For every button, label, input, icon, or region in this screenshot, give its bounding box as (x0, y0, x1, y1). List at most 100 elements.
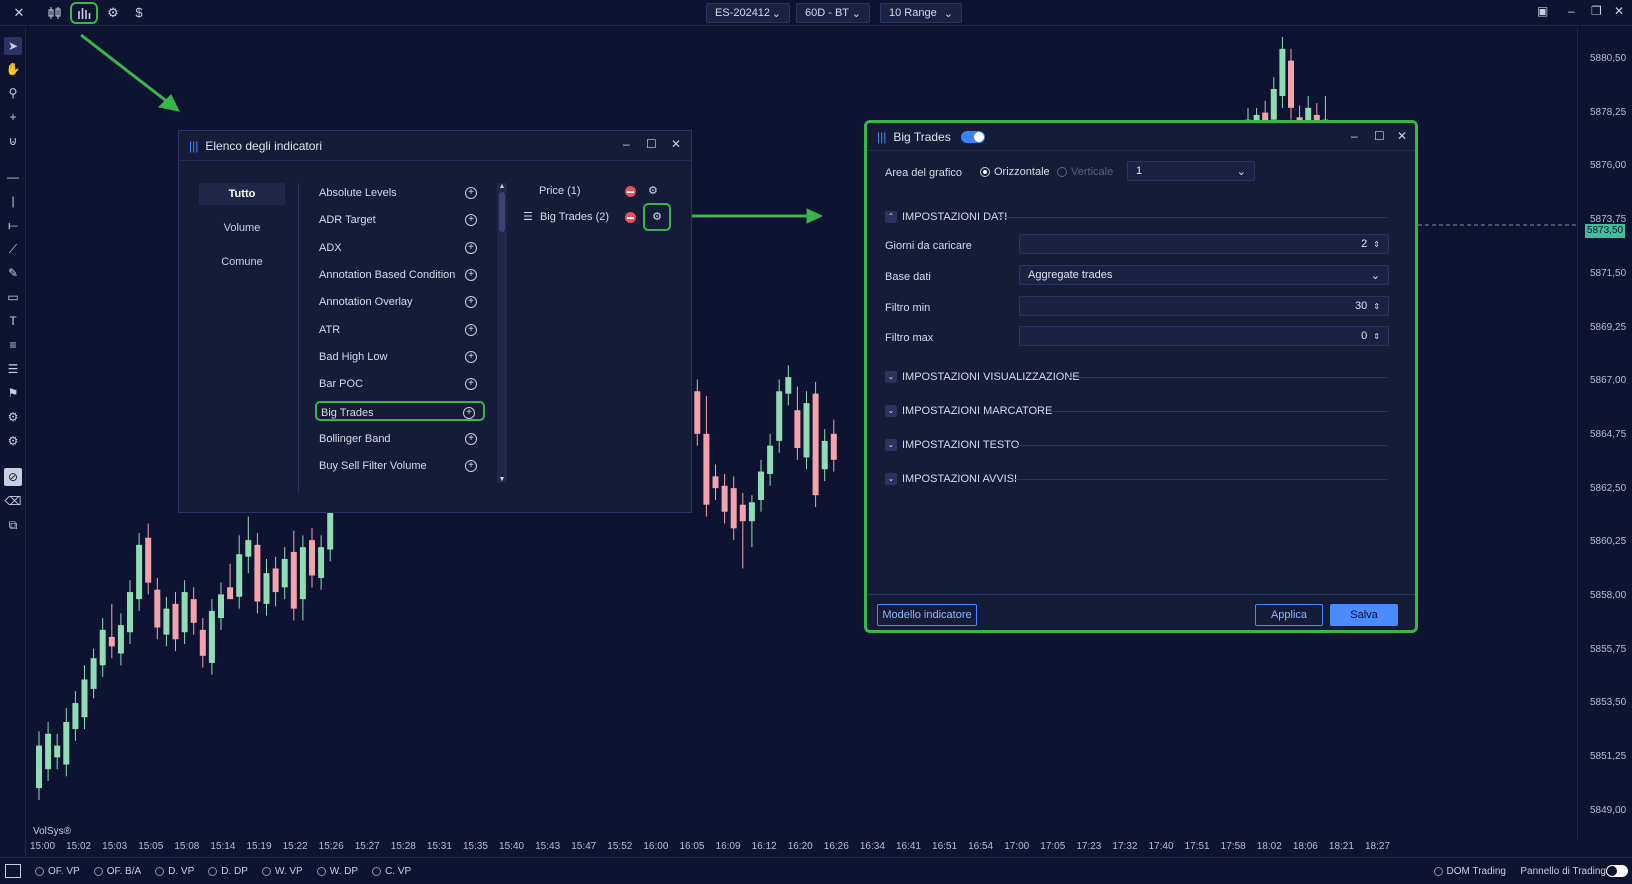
close-window-icon[interactable]: ✕ (1614, 4, 1625, 18)
category-volume[interactable]: Volume (223, 222, 261, 234)
spinner-icon[interactable]: ⇕ (1373, 301, 1380, 311)
horizontal-line-icon[interactable]: — (7, 170, 19, 184)
indicator-item[interactable]: ATR + (315, 320, 485, 340)
trendline-icon[interactable]: ⟋ (8, 241, 18, 256)
section-dati[interactable]: ⌃ IMPOSTAZIONI DATI (885, 209, 1007, 225)
add-icon[interactable]: + (463, 407, 475, 420)
orient-vertical-radio[interactable]: Verticale (1057, 166, 1113, 178)
profile-toggle[interactable]: OF. VP (35, 866, 80, 877)
base-select[interactable]: Aggregate trades ⌄ (1019, 265, 1389, 285)
rectangle-icon[interactable]: ▭ (7, 290, 19, 304)
giorni-stepper[interactable]: 2 ⇕ (1019, 234, 1389, 254)
restore-icon[interactable]: ❐ (1591, 4, 1602, 18)
indicator-item[interactable]: Big Trades + (315, 401, 485, 422)
profile-toggle[interactable]: W. VP (261, 866, 303, 877)
add-icon[interactable]: + (465, 460, 477, 472)
minimize-icon[interactable]: – (1568, 4, 1575, 18)
layers-icon[interactable]: ⧉ (8, 517, 18, 532)
add-icon[interactable]: + (465, 323, 477, 336)
modello-button[interactable]: Modello indicatore (877, 604, 977, 626)
profile-toggle[interactable]: OF. B/A (93, 866, 141, 877)
feed-select[interactable]: 60D - BT ⌄ (796, 3, 870, 23)
eraser-icon[interactable]: ⌫ (4, 494, 22, 508)
scroll-down-icon[interactable]: ▼ (498, 476, 506, 483)
indicator-item[interactable]: Bad High Low + (315, 347, 485, 367)
enable-toggle[interactable] (960, 130, 985, 143)
gear-icon[interactable]: ⚙ (643, 203, 671, 231)
gear-icon[interactable]: ⚙ (648, 185, 658, 197)
candlestick-icon[interactable] (44, 3, 66, 23)
brush-icon[interactable]: ✎ (7, 266, 19, 280)
add-icon[interactable]: + (465, 296, 477, 309)
scrollbar[interactable]: ▲ ▼ (497, 183, 507, 483)
zoom-icon[interactable]: ⚲ (8, 86, 18, 100)
profile-toggle[interactable]: D. DP (208, 866, 248, 877)
remove-icon[interactable] (625, 212, 636, 223)
settings-draw-icon[interactable]: ⚙ (7, 410, 19, 424)
indicator-item[interactable]: Absolute Levels + (315, 183, 485, 203)
section-visualizzazione[interactable]: ⌄ IMPOSTAZIONI VISUALIZZAZIONE (885, 369, 1080, 385)
active-indicator-price[interactable]: Price (1) ⚙ (539, 181, 679, 201)
add-icon[interactable]: + (465, 350, 477, 363)
levels-icon[interactable]: ≡ (9, 338, 17, 352)
range-select[interactable]: 10 Range ⌄ (880, 3, 962, 23)
list-icon[interactable]: ☰ (7, 362, 19, 376)
maximize-icon[interactable]: ☐ (1374, 129, 1385, 143)
remove-icon[interactable] (625, 186, 636, 197)
section-avvisi[interactable]: ⌄ IMPOSTAZIONI AVVISI (885, 471, 1017, 487)
spinner-icon[interactable]: ⇕ (1373, 331, 1380, 341)
orient-horizontal-radio[interactable]: Orizzontale (980, 166, 1050, 178)
indicator-item[interactable]: Annotation Based Condition + (315, 265, 485, 285)
add-icon[interactable]: + (465, 268, 477, 281)
indicator-item[interactable]: Bollinger Band + (315, 429, 485, 449)
indicators-icon[interactable] (70, 1, 98, 24)
cursor-icon[interactable]: ➤ (4, 37, 22, 55)
scroll-thumb[interactable] (499, 192, 505, 232)
close-icon[interactable]: ✕ (13, 4, 25, 20)
salva-button[interactable]: Salva (1330, 604, 1398, 626)
add-icon[interactable]: + (465, 241, 477, 254)
profile-toggle[interactable]: W. DP (316, 866, 358, 877)
add-icon[interactable]: + (465, 214, 477, 227)
vertical-line-icon[interactable]: | (11, 194, 15, 208)
close-icon[interactable]: ✕ (1397, 129, 1408, 143)
profile-toggle[interactable]: C. VP (372, 866, 411, 877)
applica-button[interactable]: Applica (1255, 604, 1323, 626)
indicator-item[interactable]: Buy Sell Filter Volume + (315, 456, 485, 476)
category-tutto[interactable]: Tutto (199, 183, 285, 205)
indicator-item[interactable]: Bar POC + (315, 374, 485, 394)
magnet-icon[interactable]: ⊍ (8, 134, 18, 148)
layout-icon[interactable]: ▣ (1537, 4, 1549, 18)
symbol-select[interactable]: ES-202412 ⌄ (706, 3, 790, 23)
scroll-up-icon[interactable]: ▲ (498, 183, 506, 190)
category-comune[interactable]: Comune (221, 256, 263, 268)
add-icon[interactable]: + (465, 378, 477, 391)
close-icon[interactable]: ✕ (671, 137, 682, 151)
area-select[interactable]: 1 ⌄ (1127, 161, 1255, 181)
crosshair-icon[interactable]: + (9, 110, 17, 124)
lock-icon[interactable]: ⊘ (4, 468, 22, 486)
dollar-icon[interactable]: $ (135, 5, 143, 20)
hand-icon[interactable]: ✋ (5, 62, 21, 76)
minimize-icon[interactable]: – (1351, 129, 1358, 143)
fmax-stepper[interactable]: 0 ⇕ (1019, 326, 1389, 346)
add-icon[interactable]: + (465, 432, 477, 445)
dom-trading-toggle[interactable]: DOM Trading (1433, 866, 1506, 877)
flag-icon[interactable]: ⚑ (7, 386, 19, 400)
ray-icon[interactable]: ⟝ (8, 217, 18, 232)
panel-toggle-icon[interactable] (5, 864, 21, 878)
fmin-stepper[interactable]: 30 ⇕ (1019, 296, 1389, 316)
spinner-icon[interactable]: ⇕ (1373, 239, 1380, 249)
maximize-icon[interactable]: ☐ (646, 137, 657, 151)
indicator-item[interactable]: ADR Target + (315, 210, 485, 230)
settings-draw-2-icon[interactable]: ⚙ (7, 434, 19, 448)
section-marcatore[interactable]: ⌄ IMPOSTAZIONI MARCATORE (885, 403, 1052, 419)
profile-toggle[interactable]: D. VP (155, 866, 194, 877)
text-icon[interactable]: T (9, 314, 17, 328)
indicator-item[interactable]: Annotation Overlay + (315, 292, 485, 312)
indicator-item[interactable]: ADX + (315, 238, 485, 258)
minimize-icon[interactable]: – (623, 137, 630, 151)
pannello-switch[interactable] (1606, 865, 1628, 877)
add-icon[interactable]: + (465, 187, 477, 199)
active-indicator-big-trades[interactable]: ☰ Big Trades (2) ⚙ (523, 203, 679, 231)
